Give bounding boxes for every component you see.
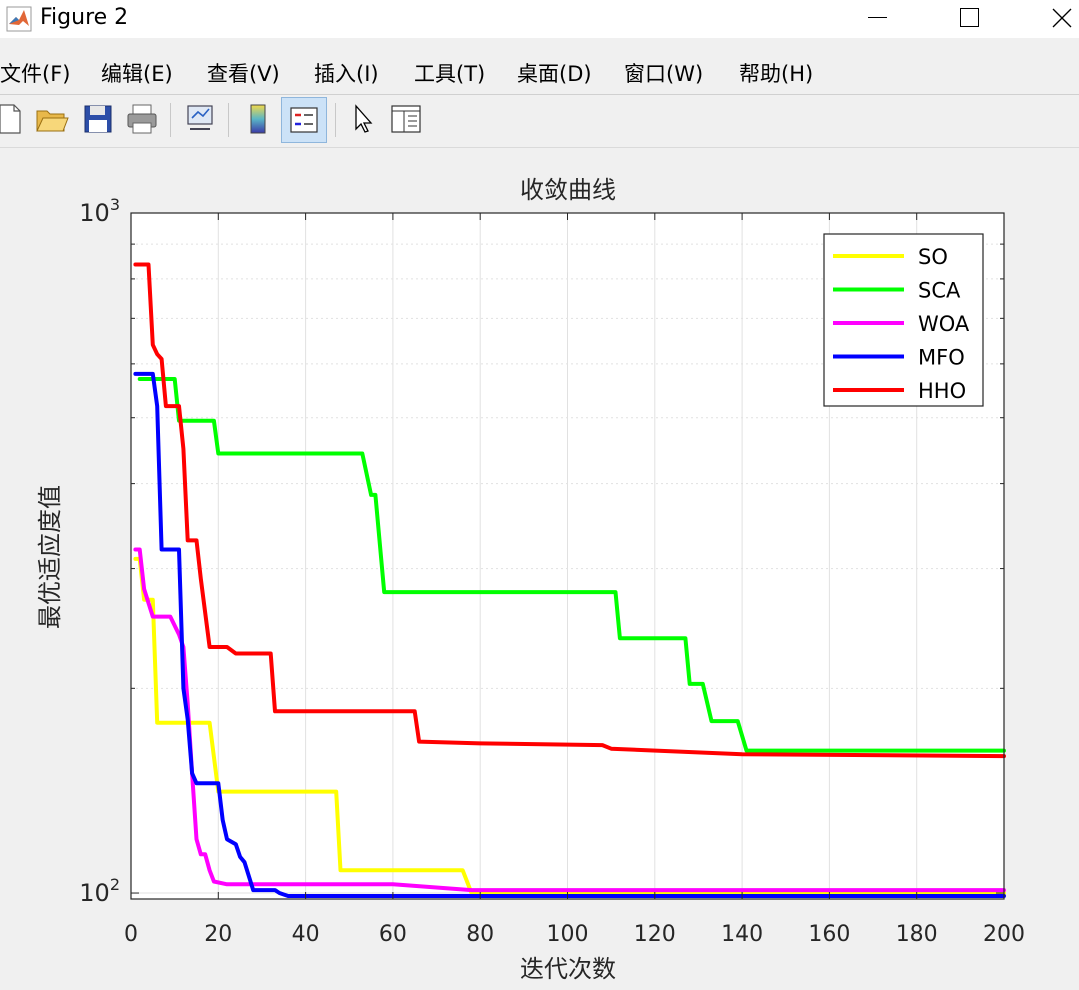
menu-desktop[interactable]: 桌面(D) (517, 62, 592, 86)
x-axis-label: 迭代次数 (520, 955, 616, 983)
x-tick-label: 180 (896, 922, 938, 947)
legend-button-active[interactable] (281, 97, 327, 143)
series-line-mfo (133, 371, 1006, 898)
y-tick-label: 103 (79, 195, 120, 227)
x-tick-label: 20 (204, 922, 232, 947)
colorbar-icon[interactable] (240, 101, 276, 137)
menu-help[interactable]: 帮助(H) (739, 62, 814, 86)
matlab-logo-icon (6, 6, 32, 32)
series-line-woa (133, 547, 1006, 893)
convergence-chart: 0 20 40 60 80 100 120 140 160 180 200 103 102 收敛曲线 迭… (36, 176, 1025, 983)
legend[interactable]: SO SCA WOA MFO HHO (823, 233, 984, 407)
menu-edit[interactable]: 编辑(E) (101, 62, 173, 86)
legend-label-sca: SCA (918, 279, 961, 303)
legend-box (823, 233, 984, 407)
close-icon (1052, 8, 1072, 28)
grid-lines (131, 213, 1004, 899)
minimize-button[interactable] (847, 0, 907, 38)
maximize-button[interactable] (938, 0, 998, 38)
series-line-hho (133, 262, 1006, 759)
menu-divider (0, 94, 1079, 95)
y-tick-label: 102 (79, 875, 120, 907)
menu-tools[interactable]: 工具(T) (414, 62, 486, 86)
window-titlebar: Figure 2 (0, 0, 1079, 38)
menu-insert[interactable]: 插入(I) (314, 62, 379, 86)
legend-icon (290, 107, 318, 133)
menu-window[interactable]: 窗口(W) (624, 62, 704, 86)
series-line-sca (137, 377, 1006, 753)
chart-title: 收敛曲线 (520, 176, 616, 204)
save-icon[interactable] (80, 101, 116, 137)
x-tick-label: 0 (124, 922, 138, 947)
y-axis-label: 最优适应度值 (36, 485, 64, 629)
legend-label-woa: WOA (918, 312, 970, 336)
x-tick-label: 200 (983, 922, 1025, 947)
x-tick-label: 60 (379, 922, 407, 947)
series-layer (133, 262, 1006, 898)
figure-toolbar (0, 95, 1079, 147)
window-title: Figure 2 (40, 5, 129, 30)
legend-label-so: SO (918, 245, 948, 269)
x-tick-label: 100 (547, 922, 589, 947)
tick-layer (130, 212, 1005, 899)
legend-label-mfo: MFO (918, 346, 965, 370)
tick-labels: 0 20 40 60 80 100 120 140 160 180 200 103 102 (79, 195, 1025, 947)
x-tick-label: 140 (721, 922, 763, 947)
x-tick-label: 160 (808, 922, 850, 947)
toolbar-separator (170, 103, 171, 137)
toolbar-separator (228, 103, 229, 137)
close-button[interactable] (1032, 0, 1079, 38)
new-figure-icon[interactable] (0, 101, 28, 137)
minimize-icon (868, 17, 887, 18)
maximize-icon (960, 8, 979, 27)
property-inspector-icon[interactable] (388, 101, 424, 137)
menu-bar: 文件(F) 编辑(E) 查看(V) 插入(I) 工具(T) 桌面(D) 窗口(W… (0, 52, 1079, 92)
open-icon[interactable] (34, 101, 70, 137)
menu-view[interactable]: 查看(V) (207, 62, 280, 86)
menu-file[interactable]: 文件(F) (0, 62, 71, 86)
x-tick-label: 40 (292, 922, 320, 947)
toolbar-divider (0, 147, 1079, 148)
pointer-icon[interactable] (346, 101, 382, 137)
link-plot-icon[interactable] (182, 101, 218, 137)
legend-label-hho: HHO (918, 379, 966, 403)
toolbar-separator (335, 103, 336, 137)
figure-canvas: 0 20 40 60 80 100 120 140 160 180 200 103 102 收敛曲线 迭… (0, 148, 1079, 986)
x-tick-label: 120 (634, 922, 676, 947)
print-icon[interactable] (124, 101, 160, 137)
x-tick-label: 80 (466, 922, 494, 947)
